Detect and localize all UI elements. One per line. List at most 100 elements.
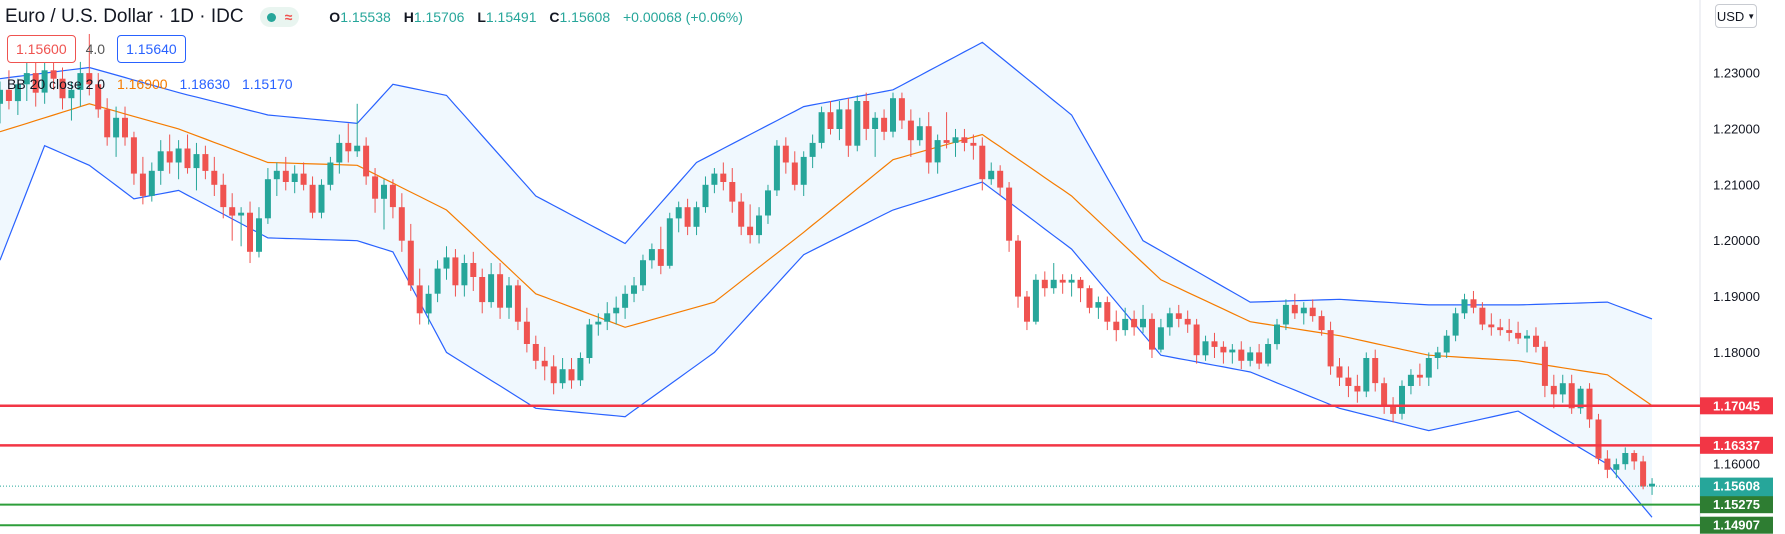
candle-body — [1291, 304, 1298, 314]
candle-body — [211, 170, 218, 185]
candle-body — [1238, 349, 1245, 361]
chart-header: Euro / U.S. Dollar · 1D · IDC ≈ O1.15538… — [0, 6, 752, 28]
candle-body — [925, 126, 932, 163]
candle-body — [657, 249, 664, 266]
candle-body — [425, 293, 432, 314]
price-label-text: 1.14907 — [1713, 518, 1760, 533]
candle-body — [1649, 483, 1655, 487]
candle-body — [541, 360, 548, 367]
candle-body — [1077, 279, 1084, 289]
candle-body — [68, 89, 75, 99]
candle-body — [130, 137, 137, 174]
market-status[interactable]: ≈ — [259, 7, 300, 27]
candle-body — [1613, 464, 1620, 470]
bb-middle-value: 1.16900 — [116, 76, 168, 92]
candle-body — [1506, 330, 1513, 333]
candle-body — [1488, 324, 1495, 328]
candle-body — [836, 109, 843, 129]
bb-upper-value: 1.18630 — [179, 76, 231, 92]
candle-body — [1399, 385, 1405, 414]
candle-body — [1300, 307, 1307, 314]
candle-body — [631, 285, 637, 294]
candle-body — [166, 151, 173, 163]
buy-button[interactable]: 1.15640 — [117, 35, 186, 63]
candle-body — [1390, 405, 1397, 414]
candle-body — [452, 257, 459, 286]
candle-body — [684, 207, 691, 227]
candle-body — [264, 179, 271, 219]
candle-body — [961, 137, 968, 143]
candle-body — [970, 142, 977, 146]
candle-body — [389, 184, 396, 208]
candle-body — [675, 207, 682, 219]
candle-body — [23, 73, 30, 85]
candle-body — [1381, 383, 1388, 406]
candle-body — [461, 263, 468, 286]
candle-body — [622, 293, 629, 308]
candle-body — [1274, 324, 1280, 345]
candle-body — [845, 109, 852, 146]
currency-select[interactable]: USD ▼ — [1715, 4, 1757, 28]
candle-body — [1122, 318, 1129, 331]
candle-body — [77, 73, 84, 90]
candle-body — [50, 70, 57, 79]
candle-body — [640, 260, 646, 286]
price-label-text: 1.15608 — [1713, 479, 1760, 494]
candle-body — [247, 212, 253, 252]
candle-body — [818, 112, 825, 143]
candle-body — [282, 170, 289, 182]
y-tick-label: 1.19000 — [1713, 289, 1760, 304]
symbol-title[interactable]: Euro / U.S. Dollar · 1D · IDC — [5, 6, 244, 27]
candle-body — [1595, 419, 1602, 459]
candle-body — [613, 307, 620, 314]
candle-body — [1184, 318, 1191, 325]
candle-body — [318, 184, 325, 213]
ohlc-close: C1.15608 — [549, 9, 611, 25]
candle-body — [41, 70, 48, 93]
candle-body — [800, 156, 807, 185]
candle-body — [773, 145, 780, 191]
candle-body — [256, 218, 262, 252]
bb-lower-value: 1.15170 — [241, 76, 293, 92]
candle-body — [979, 145, 986, 180]
currency-label: USD — [1716, 8, 1745, 24]
candle-body — [300, 173, 307, 185]
ohlc-open: O1.15538 — [329, 9, 391, 25]
candle-body — [32, 73, 39, 93]
candle-body — [1068, 279, 1075, 283]
candle-body — [1220, 346, 1227, 353]
candle-body — [497, 274, 504, 308]
candle-body — [854, 101, 861, 146]
candle-body — [1024, 296, 1030, 322]
candle-body — [1113, 321, 1120, 331]
candle-body — [1006, 187, 1013, 241]
candle-body — [586, 324, 593, 358]
candle-body — [738, 201, 745, 227]
candle-body — [372, 176, 379, 199]
candle-body — [5, 89, 12, 101]
candles-group — [0, 33, 1655, 495]
candle-body — [122, 117, 128, 138]
ohlc-change: +0.00068 (+0.06%) — [623, 9, 743, 25]
indicator-legend[interactable]: BB 20 close 2 0 1.16900 1.18630 1.15170 — [7, 76, 293, 92]
candle-body — [1434, 352, 1441, 358]
candle-body — [765, 190, 771, 216]
candle-body — [1416, 374, 1423, 378]
sell-button[interactable]: 1.15600 — [7, 35, 76, 63]
candle-body — [1265, 344, 1272, 364]
candle-body — [1166, 313, 1173, 328]
candle-body — [291, 173, 298, 182]
price-label-text: 1.15275 — [1713, 497, 1760, 512]
candle-body — [1015, 240, 1021, 297]
candle-body — [1282, 304, 1289, 325]
candle-body — [157, 151, 164, 171]
candle-body — [1541, 346, 1548, 386]
candle-body — [1175, 313, 1182, 319]
candle-body — [1631, 453, 1638, 462]
candle-body — [1407, 374, 1414, 386]
candle-body — [1229, 349, 1236, 353]
candle-body — [1318, 316, 1325, 331]
candle-body — [898, 98, 905, 121]
candle-body — [95, 84, 102, 110]
